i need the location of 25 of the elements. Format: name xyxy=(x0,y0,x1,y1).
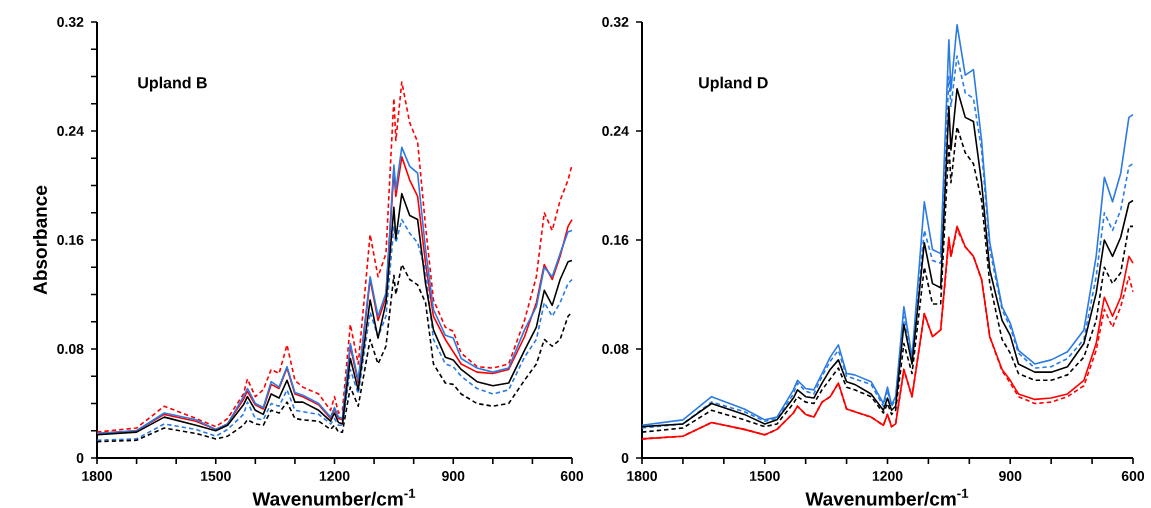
y-tick-label: 0 xyxy=(621,453,629,463)
y-tick-label: 0 xyxy=(76,453,84,463)
x-tick-label: 900 xyxy=(999,471,1022,481)
text: Upland D xyxy=(699,76,768,92)
x-tick-label: 600 xyxy=(560,471,584,481)
x-tick-label: 1200 xyxy=(319,471,350,481)
y-tick-label: 0.16 xyxy=(602,235,629,245)
x-tick-label: 900 xyxy=(442,471,465,481)
y-tick-label: 0.08 xyxy=(57,344,84,354)
x-tick-label: 1500 xyxy=(201,471,231,481)
text: Upland B xyxy=(138,76,207,92)
x-tick-label: 600 xyxy=(1121,471,1145,481)
x-tick-label: 1800 xyxy=(627,471,657,481)
y-tick-label: 0.16 xyxy=(57,235,84,245)
x-tick-label: 1200 xyxy=(872,471,903,481)
y-tick-label: 0.24 xyxy=(602,126,629,136)
y-axis-title: Absorbance xyxy=(33,185,47,295)
x-tick-label: 1800 xyxy=(82,471,112,481)
y-tick-label: 0.32 xyxy=(602,17,629,27)
y-tick-label: 0.32 xyxy=(57,17,84,27)
y-tick-label: 0.08 xyxy=(602,344,629,354)
y-tick-label: 0.24 xyxy=(57,126,84,136)
x-tick-label: 1500 xyxy=(750,471,780,481)
x-axis-title: Wavenumber/cm$^{-1}$ xyxy=(805,488,969,506)
x-axis-title: Wavenumber/cm$^{-1}$ xyxy=(252,488,416,506)
